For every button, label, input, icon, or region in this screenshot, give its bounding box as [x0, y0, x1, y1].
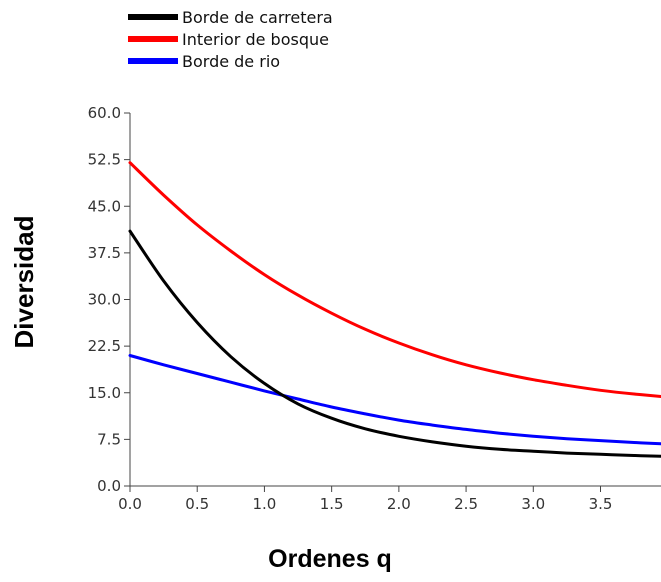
legend-swatch-interior-de-bosque	[128, 36, 178, 42]
x-tick-label: 0.0	[118, 495, 142, 513]
y-tick-label: 0.0	[97, 477, 121, 495]
y-tick-label: 37.5	[88, 244, 121, 262]
y-axis: 0.0 7.5 15.0 22.5 30.0 37.5 45.0 52.5 60.0	[88, 104, 131, 495]
x-tick-label: 3.5	[589, 495, 613, 513]
x-tick-label: 2.0	[387, 495, 411, 513]
y-axis-title: Diversidad	[9, 216, 39, 349]
x-tick-label: 3.0	[521, 495, 545, 513]
y-tick-label: 45.0	[88, 197, 121, 215]
legend-swatch-borde-de-rio	[128, 58, 178, 64]
legend: Borde de carretera Interior de bosque Bord…	[128, 8, 333, 71]
series-line-borde-de-carretera	[128, 229, 661, 458]
series-line-interior-de-bosque	[128, 161, 661, 398]
legend-label-interior-de-bosque: Interior de bosque	[182, 30, 329, 49]
y-tick-label: 52.5	[88, 151, 121, 169]
x-tick-label: 0.5	[185, 495, 209, 513]
y-tick-label: 30.0	[88, 291, 121, 309]
legend-swatch-borde-de-carretera	[128, 14, 178, 20]
legend-label-borde-de-rio: Borde de rio	[182, 52, 280, 71]
y-tick-label: 15.0	[88, 384, 121, 402]
x-axis: 0.0 0.5 1.0 1.5 2.0 2.5 3.0 3.5	[118, 485, 661, 513]
series-line-borde-de-rio	[128, 354, 661, 446]
y-tick-label: 60.0	[88, 104, 121, 122]
legend-label-borde-de-carretera: Borde de carretera	[182, 8, 333, 27]
x-tick-label: 1.5	[320, 495, 344, 513]
x-axis-title: Ordenes q	[268, 545, 392, 573]
y-tick-label: 7.5	[97, 430, 121, 448]
x-tick-label: 1.0	[253, 495, 277, 513]
x-tick-label: 2.5	[454, 495, 478, 513]
y-tick-label: 22.5	[88, 337, 121, 355]
series-layer	[128, 161, 661, 458]
